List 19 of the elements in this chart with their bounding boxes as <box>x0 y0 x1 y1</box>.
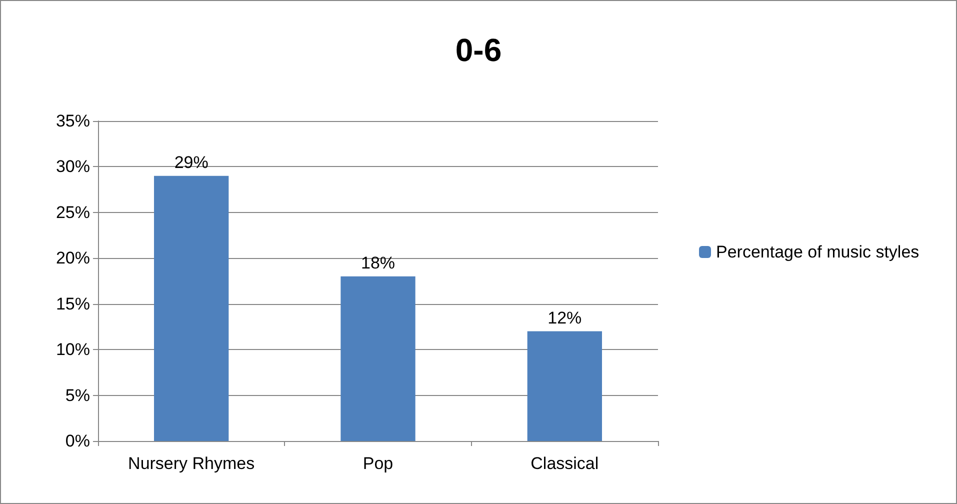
data-label: 18% <box>360 253 396 272</box>
chart-title: 0-6 <box>455 32 502 68</box>
bar <box>527 331 602 441</box>
x-tick-label: Nursery Rhymes <box>128 454 255 473</box>
y-tick-label: 15% <box>56 294 90 314</box>
y-tick-label: 20% <box>56 248 90 268</box>
data-label: 12% <box>548 308 582 328</box>
y-tick-label: 5% <box>65 386 90 405</box>
y-tick-label: 30% <box>56 157 90 176</box>
data-label: 29% <box>174 152 208 172</box>
bar <box>340 276 416 441</box>
y-tick-label: 25% <box>56 202 90 222</box>
bar <box>154 176 229 441</box>
y-tick-label: 35% <box>56 112 90 130</box>
y-tick-label: 10% <box>56 340 90 360</box>
x-tick-label: Pop <box>362 454 394 473</box>
x-tick-label: Classical <box>530 454 599 473</box>
legend-label: Percentage of music styles <box>716 242 920 262</box>
y-tick-label: 0% <box>65 432 90 450</box>
